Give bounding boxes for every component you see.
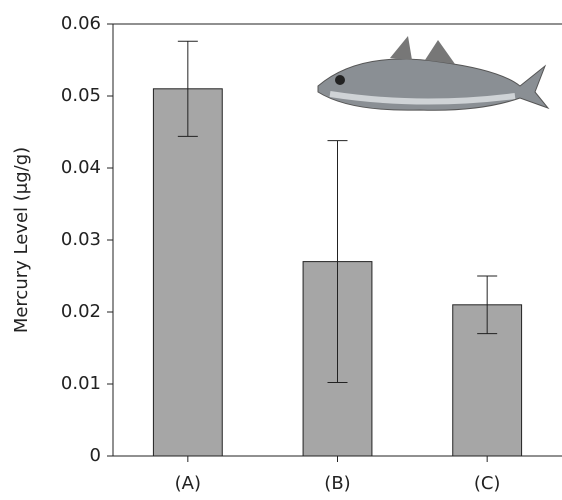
y-tick-label: 0.02 xyxy=(61,301,101,322)
fish-illustration xyxy=(318,36,548,110)
y-tick-label: 0.06 xyxy=(61,13,101,34)
bar xyxy=(153,89,222,456)
chart: Mercury Level (μg/g) 0 0.01 0.02 0.03 0.04 0.… xyxy=(0,0,562,500)
x-tick-label: (A) xyxy=(175,473,201,494)
y-tick-label: 0.04 xyxy=(61,157,101,178)
x-tick-label: (C) xyxy=(474,473,501,494)
y-axis-label: Mercury Level (μg/g) xyxy=(11,147,32,333)
x-tick-label: (B) xyxy=(324,473,350,494)
y-tick-label: 0.01 xyxy=(61,373,101,394)
y-tick-label: 0 xyxy=(90,445,101,466)
y-tick-label: 0.05 xyxy=(61,85,101,106)
y-tick-label: 0.03 xyxy=(61,229,101,250)
